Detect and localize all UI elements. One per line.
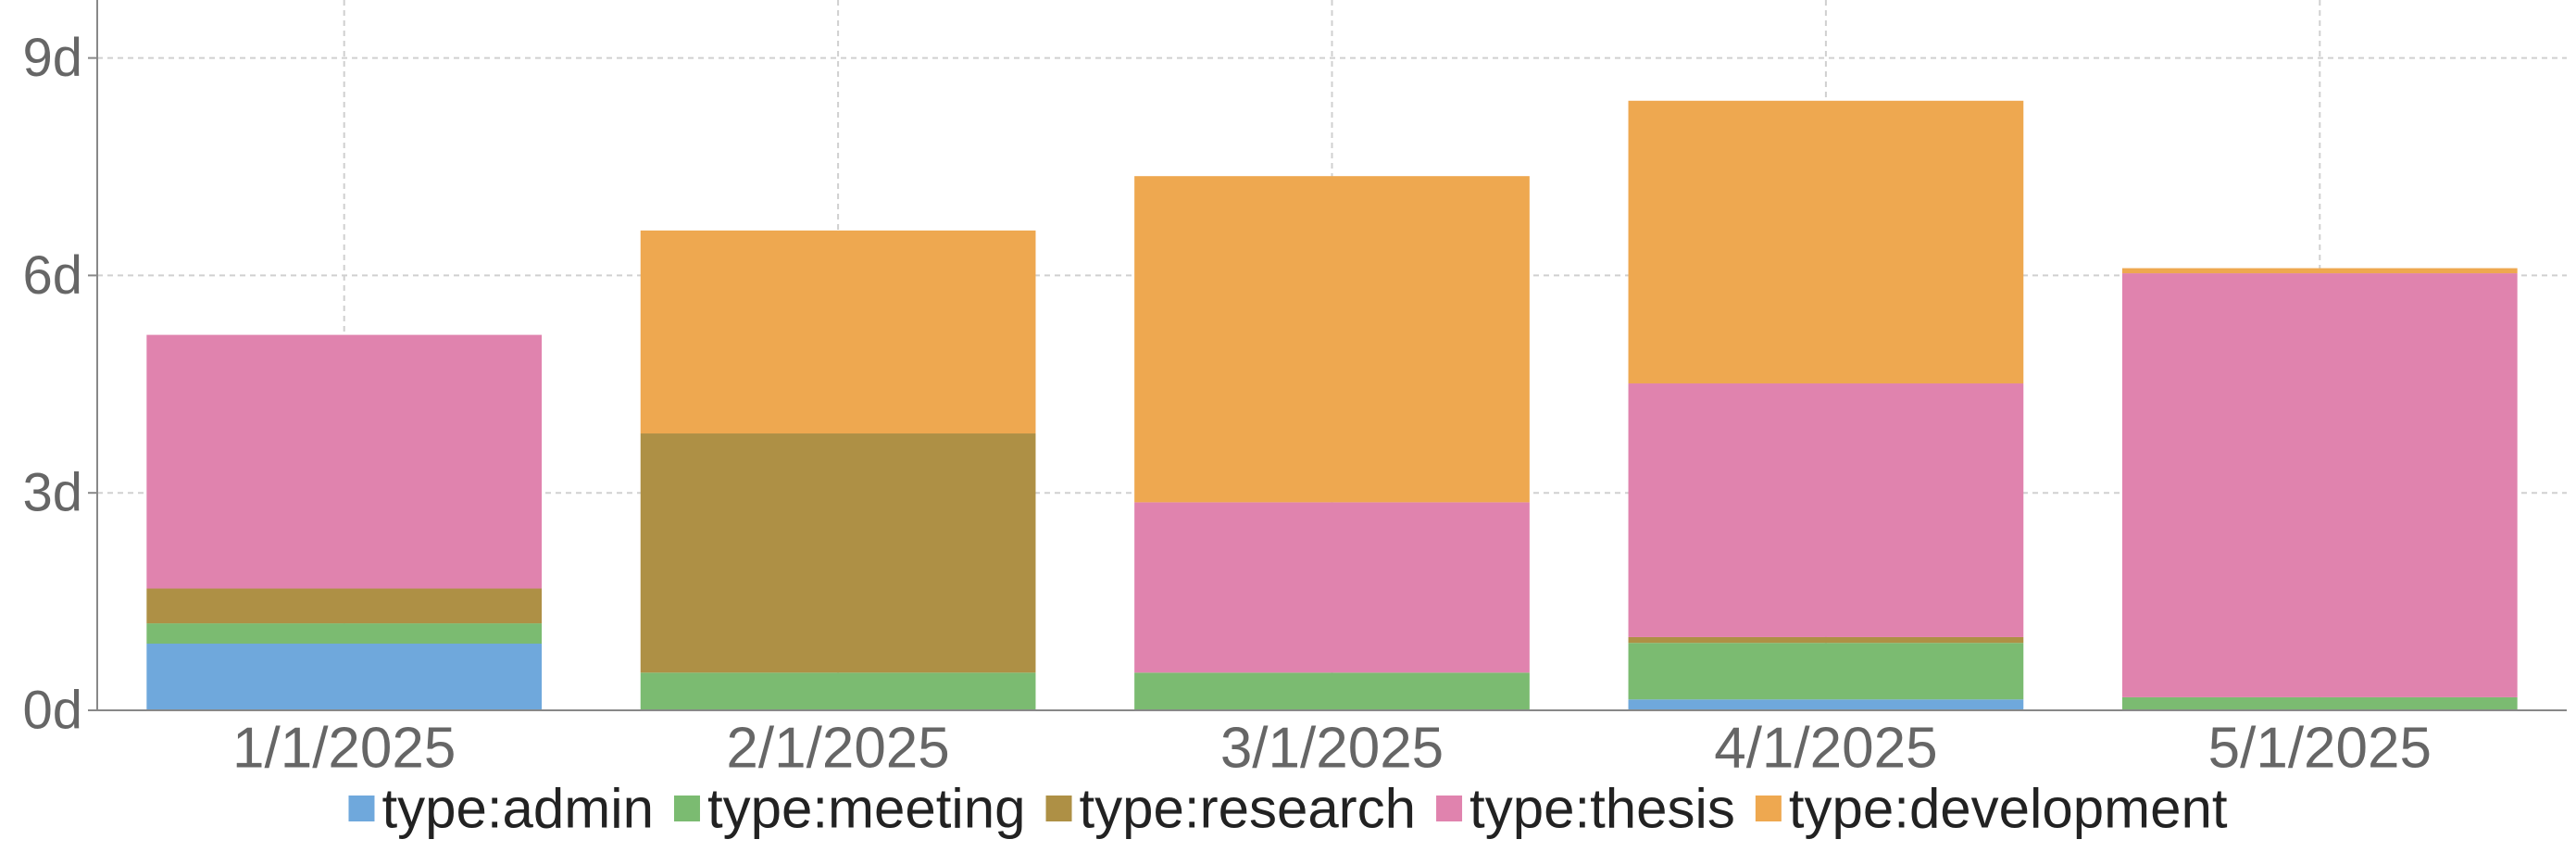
bar-segment-type-thesis	[1134, 502, 1530, 673]
bar-segment-type-thesis	[1628, 383, 2024, 637]
bar-segment-type-admin	[1628, 699, 2024, 710]
bar-segment-type-research	[640, 433, 1036, 673]
legend-label: type:research	[1080, 778, 1417, 840]
legend: type:admin type:meeting type:research type:…	[348, 778, 2228, 840]
y-tick-label: 0d	[22, 681, 82, 741]
bar-segment-type-development	[1628, 100, 2024, 384]
y-tick-label: 6d	[22, 245, 82, 306]
legend-swatch	[1755, 796, 1782, 821]
y-tick-label: 3d	[22, 463, 82, 523]
bar-segment-type-meeting	[146, 623, 543, 644]
bar-segment-type-meeting	[2121, 696, 2518, 710]
bar-segment-type-meeting	[1628, 643, 2024, 700]
bar-segment-type-thesis	[146, 334, 543, 589]
bar-segment-type-development	[2121, 268, 2518, 274]
y-tick-label: 9d	[22, 28, 82, 88]
legend-item: type:thesis	[1436, 778, 1735, 840]
legend-swatch	[1045, 796, 1072, 821]
x-tick-label: 4/1/2025	[1714, 717, 1937, 781]
bar-segment-type-research	[1628, 636, 2024, 644]
legend-item: type:development	[1755, 778, 2228, 840]
bar-segment-type-research	[146, 588, 543, 624]
legend-label: type:development	[1789, 778, 2228, 840]
axis-layer: 0d 3d 6d 9d 1/1/2025 2/1/2025 3/1/2025 4/1/2025…	[22, 0, 2567, 781]
bar-segment-type-development	[640, 230, 1036, 434]
bar-segment-type-thesis	[2121, 273, 2518, 697]
legend-swatch	[1436, 796, 1463, 821]
bar-segment-type-meeting	[1134, 672, 1530, 710]
x-tick-label: 5/1/2025	[2208, 717, 2432, 781]
bar-segment-type-meeting	[640, 672, 1036, 710]
legend-label: type:thesis	[1469, 778, 1735, 840]
legend-item: type:research	[1045, 778, 1417, 840]
legend-label: type:admin	[381, 778, 654, 840]
legend-swatch	[673, 796, 700, 821]
x-tick-label: 3/1/2025	[1220, 717, 1444, 781]
legend-swatch	[348, 796, 375, 821]
bar-segment-type-development	[1134, 176, 1530, 503]
bars-layer	[146, 100, 2518, 710]
bar-segment-type-admin	[146, 643, 543, 710]
x-tick-label: 1/1/2025	[232, 717, 456, 781]
legend-label: type:meeting	[707, 778, 1026, 840]
x-tick-label: 2/1/2025	[726, 717, 949, 781]
legend-item: type:admin	[348, 778, 654, 840]
legend-item: type:meeting	[673, 778, 1026, 840]
